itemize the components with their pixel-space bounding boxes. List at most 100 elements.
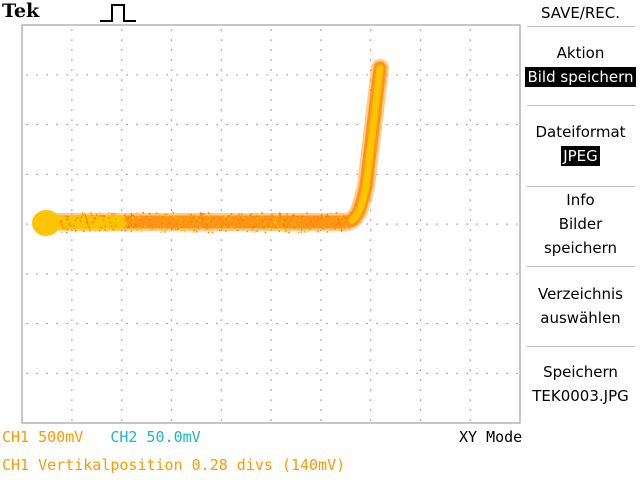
grid-dot — [136, 323, 138, 325]
trace-speckle — [92, 218, 94, 220]
grid-dot — [226, 273, 228, 275]
grid-dot — [446, 323, 448, 325]
grid-dot — [320, 129, 322, 131]
trace-speckle — [321, 214, 323, 216]
grid-dot — [121, 249, 123, 251]
trace-speckle — [104, 226, 107, 228]
grid-dot — [170, 89, 173, 91]
ch1-label: CH1 — [2, 428, 30, 446]
grid-dot — [270, 119, 272, 121]
trace-speckle — [273, 217, 276, 219]
grid-dot — [220, 419, 222, 421]
grid-dot — [426, 223, 428, 225]
grid-dot — [506, 372, 508, 374]
trace-speckle — [298, 219, 301, 222]
grid-dot — [170, 349, 173, 351]
grid-dot — [220, 119, 222, 121]
grid-dot — [136, 74, 138, 76]
trace-speckle — [110, 225, 113, 227]
menu-item-label: auswählen — [540, 309, 621, 327]
grid-dot — [196, 323, 198, 325]
grid-dot — [306, 273, 308, 275]
trace-speckle — [125, 223, 128, 225]
menu-item-label: Dateiformat — [535, 123, 626, 141]
grid-dot — [76, 124, 78, 126]
grid-dot — [121, 39, 123, 41]
menu-item-label: speichern — [543, 239, 618, 257]
grid-dot — [206, 323, 208, 325]
trace-speckle — [134, 224, 136, 226]
grid-dot — [496, 223, 498, 225]
grid-dot — [176, 372, 178, 374]
grid-dot — [170, 359, 173, 361]
menu-item-value: Bild speichern — [525, 67, 636, 87]
grid-dot — [416, 124, 418, 126]
grid-dot — [71, 339, 73, 341]
trace-speckle — [196, 214, 198, 217]
trace-speckle — [109, 221, 112, 224]
grid-dot — [96, 124, 98, 126]
trace-speckle — [195, 230, 198, 233]
grid-dot — [469, 89, 471, 91]
menu-item-aktion[interactable]: Aktion Bild speichern — [521, 41, 640, 89]
grid-dot — [506, 124, 508, 126]
grid-dot — [186, 273, 188, 275]
grid-dot — [406, 74, 408, 76]
trace-speckle — [192, 229, 194, 231]
trace-speckle — [341, 229, 343, 231]
trace-speckle — [238, 222, 240, 225]
grid-dot — [370, 219, 372, 221]
grid-dot — [236, 273, 238, 275]
grid-dot — [516, 323, 518, 325]
trace-speckle — [335, 218, 337, 220]
grid-dot — [270, 399, 272, 401]
trace-speckle — [80, 216, 83, 218]
grid-dot — [246, 124, 248, 126]
grid-dot — [256, 372, 258, 374]
menu-item-info-bilder-speichern[interactable]: Info Bilder speichern — [521, 188, 640, 260]
grid-dot — [376, 173, 378, 175]
trace-speckle — [276, 225, 279, 227]
grid-dot — [36, 273, 38, 275]
menu-item-dateiformat[interactable]: Dateiformat JPEG — [521, 120, 640, 168]
grid-dot — [270, 29, 272, 31]
grid-dot — [469, 209, 471, 211]
trace-speckle — [275, 222, 278, 225]
grid-dot — [469, 369, 471, 371]
trace-speckle — [145, 216, 148, 218]
trace-speckle — [161, 229, 164, 232]
trace-speckle — [240, 217, 242, 219]
grid-dot — [226, 372, 228, 374]
trace-speckle — [321, 223, 323, 225]
trace-speckle — [134, 225, 137, 228]
grid-dot — [416, 74, 418, 76]
grid-dot — [121, 189, 123, 191]
grid-dot — [320, 409, 322, 411]
grid-dot — [270, 89, 272, 91]
grid-dot — [196, 74, 198, 76]
menu-separator — [527, 26, 635, 27]
trace-speckle — [345, 220, 348, 223]
grid-dot — [220, 309, 222, 311]
trace-speckle — [187, 220, 189, 223]
grid-dot — [436, 173, 438, 175]
grid-dot — [496, 323, 498, 325]
trace-speckle — [183, 231, 186, 233]
trace-speckle — [144, 226, 147, 228]
grid-dot — [121, 289, 123, 291]
grid-dot — [370, 69, 372, 71]
grid-dot — [436, 74, 438, 76]
grid-dot — [246, 372, 248, 374]
grid-dot — [270, 309, 272, 311]
grid-dot — [71, 259, 73, 261]
grid-dot — [336, 124, 338, 126]
grid-dot — [71, 279, 73, 281]
grid-dot — [71, 119, 73, 121]
menu-item-verzeichnis[interactable]: Verzeichnis auswählen — [521, 282, 640, 330]
grid-dot — [66, 323, 68, 325]
trace-speckle — [138, 215, 140, 218]
trace-speckle — [264, 223, 266, 225]
menu-item-speichern[interactable]: Speichern TEK0003.JPG — [521, 360, 640, 408]
trace-speckle — [307, 230, 310, 232]
trace-speckle — [68, 222, 70, 225]
